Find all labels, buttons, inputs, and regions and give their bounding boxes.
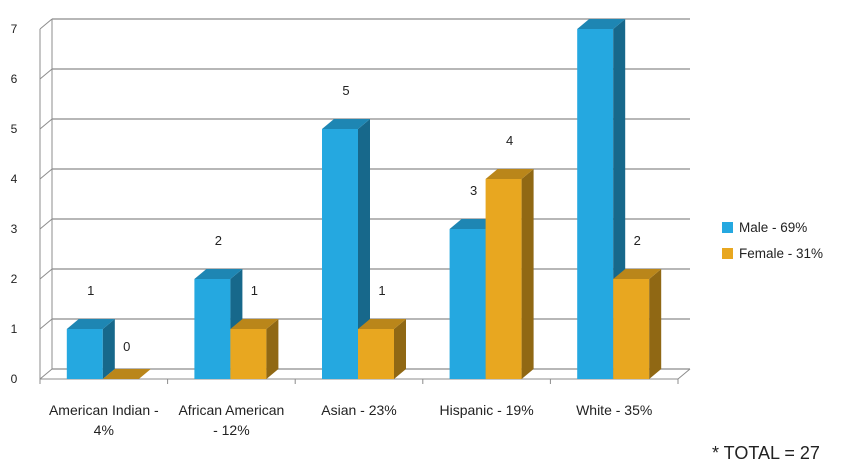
x-category-label: White - 35% [576, 402, 653, 418]
x-category-label: Hispanic - 19% [439, 402, 534, 418]
bar-male [322, 129, 358, 379]
bar-side-female [649, 269, 662, 379]
bar-side-male [102, 319, 115, 379]
bar-top-male [322, 119, 370, 129]
gridline-side [39, 18, 53, 30]
bar-female [613, 279, 650, 379]
gridline-side [39, 118, 53, 130]
y-tick-label: 0 [11, 372, 18, 386]
y-tick-label: 5 [11, 122, 18, 136]
bar-male [66, 329, 103, 379]
data-label-female: 1 [378, 283, 385, 298]
gridline-side [39, 218, 53, 230]
data-label-female: 1 [251, 283, 258, 298]
bar-top-male [66, 319, 115, 329]
total-annotation: * TOTAL = 27 [712, 443, 820, 463]
bar-top-female [230, 319, 279, 329]
bar-side-female [394, 319, 406, 379]
legend-label-male: Male - 69% [739, 219, 808, 235]
y-tick-label: 4 [11, 172, 18, 186]
bar-top-female [485, 169, 534, 179]
bar-female [358, 329, 394, 379]
bar-top-female [102, 369, 151, 379]
gridline-side [39, 368, 53, 380]
bar-top-male [194, 269, 243, 279]
y-tick-label: 1 [11, 322, 18, 336]
gridline-side [39, 318, 53, 330]
gridline-side [39, 68, 53, 80]
bar-side-male [358, 119, 370, 379]
bar-top-male [577, 19, 626, 29]
bar-male [194, 279, 231, 379]
x-category-label: American Indian - 4% [48, 402, 159, 438]
data-label-female: 0 [123, 339, 130, 354]
data-label-male: 3 [470, 183, 477, 198]
legend-item-male: Male - 69% [722, 214, 823, 240]
bar-male [449, 229, 486, 379]
floor-edge [677, 368, 691, 380]
x-category-label: African American - 12% [178, 402, 285, 438]
gridline-side [39, 168, 53, 180]
bar-male [577, 29, 614, 379]
bar-female [485, 179, 522, 379]
bar-side-female [266, 319, 279, 379]
legend-item-female: Female - 31% [722, 240, 823, 266]
y-tick-label: 3 [11, 222, 18, 236]
y-tick-label: 7 [11, 22, 18, 36]
bar-top-female [613, 269, 662, 279]
bar-top-female [358, 319, 406, 329]
data-label-male: 2 [215, 233, 222, 248]
y-tick-label: 2 [11, 272, 18, 286]
data-label-male: 5 [342, 83, 349, 98]
data-label-female: 4 [506, 133, 513, 148]
data-label-female: 2 [634, 233, 641, 248]
legend-label-female: Female - 31% [739, 245, 824, 261]
bar-side-female [521, 169, 534, 379]
legend: Male - 69% Female - 31% [722, 214, 823, 266]
legend-swatch-female [722, 247, 733, 259]
data-label-male: 1 [87, 283, 94, 298]
x-category-label: Asian - 23% [321, 402, 397, 418]
gridline-side [39, 268, 53, 280]
legend-swatch-male [722, 221, 733, 233]
bar-female [230, 329, 267, 379]
y-tick-label: 6 [11, 72, 18, 86]
